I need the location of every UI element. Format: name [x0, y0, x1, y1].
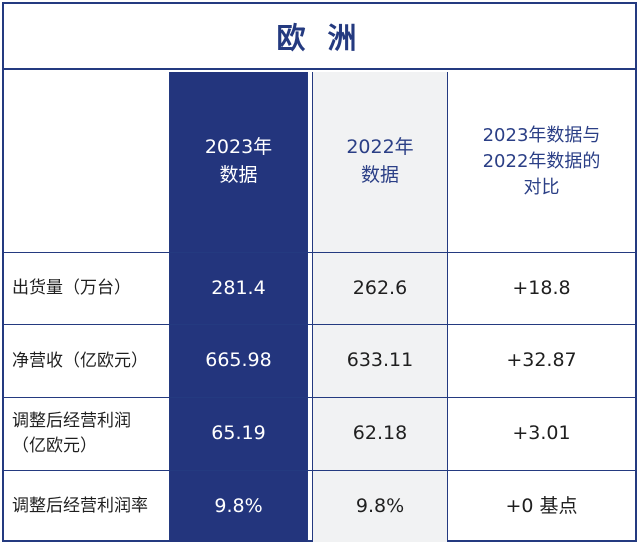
row-divider — [4, 470, 635, 471]
cell-diff-revenue: +32.87 — [506, 349, 577, 372]
row-label-shipments: 出货量（万台） — [12, 278, 131, 299]
cell-diff-shipments: +18.8 — [512, 276, 571, 299]
row-divider — [4, 397, 635, 398]
column-2022-background — [313, 72, 447, 542]
cell-diff-adjusted-profit: +3.01 — [512, 422, 571, 445]
column-2023-background — [170, 72, 307, 542]
cell-2022-profit-margin: 9.8% — [355, 494, 405, 517]
header-comparison: 2023年数据与 2022年数据的 对比 — [482, 124, 601, 199]
row-label-profit-margin: 调整后经营利润率 — [12, 496, 148, 517]
row-label-adjusted-profit: 调整后经营利润 （亿欧元） — [12, 411, 131, 456]
cell-2022-adjusted-profit: 62.18 — [352, 422, 408, 445]
table-title: 欧 洲 — [4, 4, 635, 70]
column-divider — [169, 72, 170, 542]
row-divider — [4, 324, 635, 325]
column-divider — [307, 72, 308, 542]
row-label-revenue: 净营收（亿欧元） — [12, 350, 148, 371]
header-2022: 2022年 数据 — [346, 136, 414, 186]
header-2023: 2023年 数据 — [204, 136, 273, 186]
cell-2022-revenue: 633.11 — [346, 349, 414, 372]
column-divider — [447, 72, 448, 542]
column-divider — [312, 72, 313, 542]
cell-2022-shipments: 262.6 — [352, 276, 408, 299]
cell-2023-revenue: 665.98 — [205, 349, 272, 372]
cell-2023-adjusted-profit: 65.19 — [211, 422, 266, 445]
cell-2023-shipments: 281.4 — [211, 276, 266, 299]
cell-2023-profit-margin: 9.8% — [214, 494, 263, 517]
cell-diff-profit-margin: +0 基点 — [505, 494, 578, 517]
row-divider — [4, 252, 635, 253]
